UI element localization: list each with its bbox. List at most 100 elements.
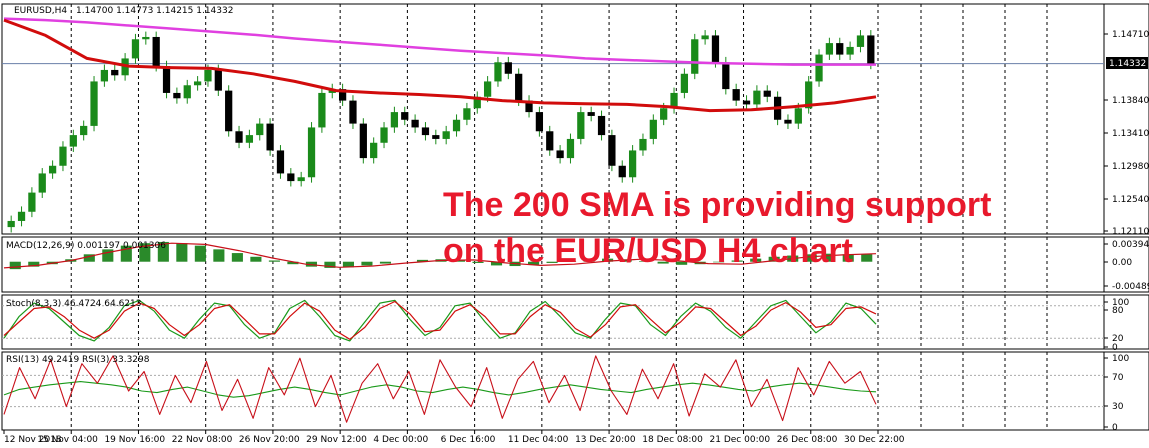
price-tick-label: 1.13410 <box>1112 129 1149 139</box>
x-tick-label: 26 Nov 20:00 <box>239 435 300 445</box>
panel-frames <box>1 3 1149 431</box>
price-tick-label: 1.12110 <box>1112 227 1149 237</box>
price-candle-body <box>266 123 274 151</box>
price-candle-body <box>722 62 730 90</box>
x-tick-label: 11 Dec 04:00 <box>508 435 569 445</box>
price-candle-body <box>473 96 481 109</box>
stoch-panel <box>2 299 1104 342</box>
price-candle-body <box>28 192 36 212</box>
price-candle-body <box>701 35 709 40</box>
price-candle-body <box>670 92 678 109</box>
price-candle-body <box>732 89 740 101</box>
price-candle-body <box>307 127 316 178</box>
price-candle-body <box>494 62 502 82</box>
price-candle-body <box>69 135 77 147</box>
current-price-label: 1.14332 <box>1109 59 1146 69</box>
price-candle-body <box>297 177 305 182</box>
rsi-panel <box>2 355 1104 423</box>
price-candle-body <box>7 220 15 228</box>
price-candle-body <box>546 131 554 151</box>
price-candle-body <box>100 69 109 82</box>
stoch-main-line <box>3 299 877 342</box>
price-candle-body <box>183 85 191 99</box>
price-tick-label: 1.12540 <box>1112 195 1149 205</box>
x-tick-label: 22 Nov 08:00 <box>172 435 233 445</box>
price-candle-body <box>825 43 834 55</box>
x-tick-label: 4 Dec 00:00 <box>373 435 428 445</box>
price-candle-body <box>504 62 512 74</box>
price-candle-body <box>17 211 26 221</box>
price-candle-body <box>173 92 181 99</box>
price-candle-body <box>370 142 378 159</box>
sma-magenta-line <box>3 17 876 66</box>
stoch-tick-label: 80 <box>1112 306 1124 316</box>
y-axis-ticks: 1.14710 1.13840 1.13410 1.12980 1.12540 1.121… <box>1104 30 1149 433</box>
price-candle-body <box>566 138 575 159</box>
price-candle-body <box>577 112 585 139</box>
price-candle-body <box>846 46 854 55</box>
macd-panel <box>3 241 877 270</box>
price-candle-body <box>390 112 399 128</box>
x-tick-label: 12 Nov 2018 <box>4 435 62 445</box>
price-candle-body <box>359 123 367 159</box>
price-candle-body <box>587 112 595 116</box>
price-candle-body <box>193 81 202 86</box>
price-candle-body <box>318 92 326 128</box>
price-candle-body <box>483 81 492 97</box>
rsi-tick-label: 70 <box>1112 373 1124 383</box>
price-candle-body <box>515 73 523 101</box>
price-candle-body <box>90 81 98 126</box>
x-tick-label: 21 Dec 00:00 <box>710 435 771 445</box>
macd-tick-label: 0.00 <box>1112 258 1132 268</box>
price-candle-body <box>618 165 626 178</box>
price-candle-body <box>691 39 699 74</box>
x-tick-label: 13 Dec 20:00 <box>575 435 636 445</box>
annotation-line-1: The 200 SMA is providing support <box>443 186 991 224</box>
x-tick-label: 15 Nov 04:00 <box>37 435 98 445</box>
ma-red-line <box>3 18 877 113</box>
price-panel <box>2 17 1104 233</box>
stoch-frame <box>1 294 1149 350</box>
price-candle-body <box>556 150 564 159</box>
macd-tick-label: -0.00489 <box>1112 282 1149 292</box>
price-candle-body <box>225 90 233 132</box>
price-candle-body <box>432 135 440 139</box>
price-candle-body <box>349 100 357 124</box>
price-candle-body <box>204 69 212 82</box>
price-candle-body <box>535 112 544 132</box>
price-candle-body <box>463 108 471 120</box>
x-tick-label: 30 Dec 22:00 <box>844 435 905 445</box>
x-tick-label: 18 Dec 08:00 <box>642 435 703 445</box>
price-candle-body <box>59 146 67 166</box>
x-tick-label: 26 Dec 08:00 <box>777 435 838 445</box>
price-candle-body <box>794 108 802 124</box>
price-candle-body <box>338 89 347 101</box>
price-candle-body <box>421 127 430 136</box>
price-candle-body <box>411 119 419 128</box>
price-frame <box>1 3 1149 235</box>
price-candle-body <box>867 35 875 64</box>
stoch-label: Stoch(8,3,3) 46.4724 64.6213 <box>6 299 141 309</box>
price-candle-body <box>597 115 606 136</box>
price-candle-body <box>639 138 647 151</box>
rsi-tick-label: 0 <box>1112 423 1118 433</box>
rsi-label: RSI(13) 49.2419 RSI(3) 33.3298 <box>6 355 150 365</box>
price-candle-body <box>142 36 150 40</box>
price-candle-body <box>525 100 533 113</box>
macd-signal-line <box>3 242 877 269</box>
x-tick-label: 19 Nov 16:00 <box>104 435 165 445</box>
price-candle-body <box>784 119 792 124</box>
price-candle-body <box>742 100 751 105</box>
current-price-marker <box>1106 57 1148 69</box>
price-candle-body <box>245 135 254 143</box>
ohlc-header: 1.14700 1.14773 1.14215 1.14332 <box>76 6 233 16</box>
price-candle-body <box>452 119 461 132</box>
stoch-tick-label: 20 <box>1112 334 1124 344</box>
price-candle-body <box>162 66 171 93</box>
price-candle-body <box>214 69 222 91</box>
price-candle-body <box>836 43 844 55</box>
stoch-tick-label: 0 <box>1112 343 1118 353</box>
price-candle-body <box>380 127 388 143</box>
stoch-tick-label: 100 <box>1112 298 1129 308</box>
macd-tick-label: 0.003945 <box>1112 240 1149 250</box>
